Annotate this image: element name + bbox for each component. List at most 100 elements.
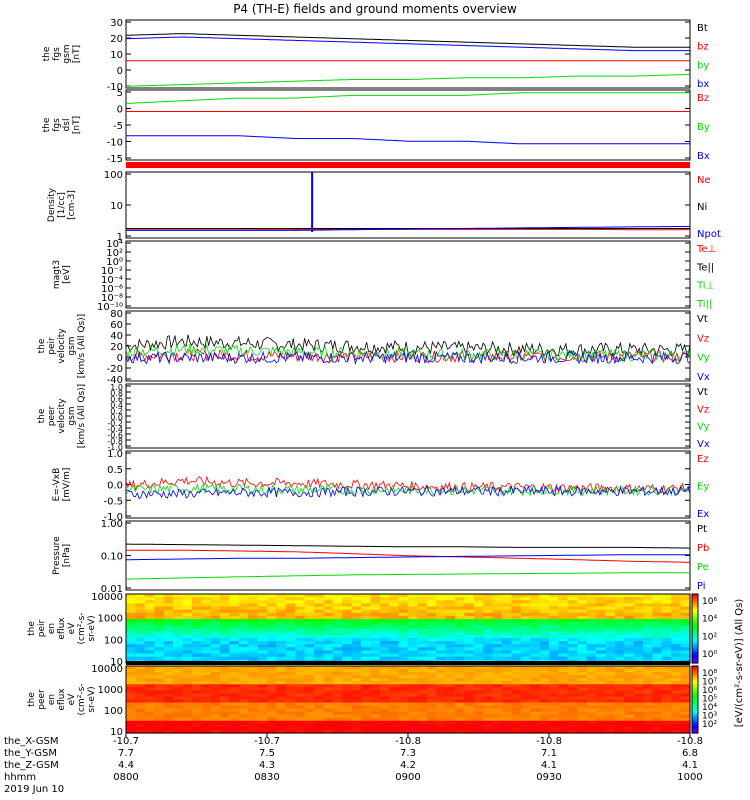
heatmap-cell: [220, 634, 230, 639]
heatmap-cell: [643, 717, 653, 722]
heatmap-cell: [342, 690, 353, 694]
heatmap-cell: [314, 600, 324, 604]
heatmap-cell: [267, 699, 277, 704]
heatmap-cell: [624, 603, 635, 608]
colorbar-tick-label: 10⁸: [702, 669, 717, 679]
heatmap-cell: [314, 603, 324, 608]
heatmap-cell: [229, 690, 240, 694]
heatmap-cell: [257, 650, 268, 655]
heatmap-cell: [577, 612, 588, 617]
heatmap-cell: [596, 612, 606, 617]
heatmap-cell: [285, 603, 296, 608]
heatmap-cell: [530, 641, 541, 645]
heatmap-cell: [220, 684, 230, 688]
heatmap-cell: [332, 678, 343, 682]
heatmap-cell: [135, 684, 146, 688]
heatmap-cell: [342, 594, 353, 598]
heatmap-cell: [577, 723, 588, 728]
heatmap-cell: [267, 600, 277, 604]
heatmap-cell: [314, 672, 324, 676]
heatmap-cell: [671, 675, 682, 679]
heatmap-cell: [257, 647, 268, 651]
heatmap-cell: [173, 628, 183, 633]
heatmap-cell: [473, 631, 484, 636]
heatmap-cell: [605, 619, 616, 623]
heatmap-cell: [445, 644, 456, 648]
heatmap-cell: [549, 699, 559, 704]
heatmap-cell: [614, 625, 625, 630]
heatmap-cell: [455, 720, 465, 725]
heatmap-cell: [549, 693, 559, 697]
heatmap-cell: [661, 730, 672, 734]
heatmap-cell: [652, 631, 663, 636]
heatmap-cell: [220, 641, 230, 645]
heatmap-cell: [483, 699, 494, 704]
heatmap-cell: [135, 717, 146, 722]
heatmap-cell: [577, 708, 588, 713]
heatmap-cell: [126, 669, 136, 673]
heatmap-cell: [586, 644, 597, 648]
y-axis-label: the: [27, 621, 37, 636]
heatmap-cell: [154, 687, 165, 691]
heatmap-cell: [464, 696, 475, 701]
heatmap-cell: [417, 684, 428, 688]
heatmap-cell: [304, 684, 315, 688]
heatmap-cell: [323, 634, 334, 639]
heatmap-cell: [549, 723, 559, 728]
colorbar-cell: [692, 600, 698, 604]
heatmap-cell: [351, 597, 362, 601]
heatmap-cell: [248, 705, 259, 710]
heatmap-cell: [135, 656, 146, 661]
heatmap-cell: [643, 690, 653, 694]
heatmap-cell: [530, 594, 541, 598]
heatmap-cell: [473, 653, 484, 658]
heatmap-cell: [643, 678, 653, 682]
heatmap-cell: [530, 684, 541, 688]
heatmap-cell: [295, 699, 306, 704]
heatmap-cell: [342, 609, 353, 614]
heatmap-cell: [502, 714, 512, 719]
heatmap-cell: [323, 717, 334, 722]
colorbar-unit-label: [eV/(cm²-s-sr-eV)] (All Qs): [734, 599, 745, 728]
x-tick-label: -10.7: [254, 736, 280, 747]
heatmap-cell: [455, 678, 465, 682]
heatmap-cell: [652, 702, 663, 707]
heatmap-cell: [549, 622, 559, 626]
heatmap-cell: [210, 714, 221, 719]
heatmap-cell: [144, 696, 155, 701]
heatmap-cell: [267, 597, 277, 601]
heatmap-cell: [624, 641, 635, 645]
heatmap-cell: [511, 625, 522, 630]
heatmap-cell: [445, 622, 456, 626]
colorbar-tick-label: 10⁵: [702, 695, 717, 705]
heatmap-cell: [144, 690, 155, 694]
colorbar-cell: [692, 682, 698, 686]
heatmap-cell: [502, 723, 512, 728]
heatmap-cell: [276, 650, 287, 655]
heatmap-cell: [680, 634, 691, 639]
heatmap-cell: [445, 717, 456, 722]
heatmap-cell: [567, 597, 578, 601]
heatmap-cell: [229, 609, 240, 614]
heatmap-cell: [643, 696, 653, 701]
heatmap-cell: [661, 711, 672, 716]
heatmap-cell: [238, 628, 249, 633]
heatmap-cell: [304, 672, 315, 676]
heatmap-cell: [229, 669, 240, 673]
heatmap-cell: [276, 693, 287, 697]
heatmap-cell: [267, 675, 277, 679]
heatmap-cell: [455, 675, 465, 679]
heatmap-cell: [567, 730, 578, 734]
heatmap-cell: [436, 666, 447, 670]
heatmap-cell: [511, 606, 522, 611]
heatmap-cell: [135, 690, 146, 694]
heatmap-cell: [295, 675, 306, 679]
heatmap-cell: [210, 609, 221, 614]
y-axis-label: (cm²-s-: [77, 612, 87, 644]
heatmap-cell: [144, 730, 155, 734]
heatmap-cell: [351, 612, 362, 617]
heatmap-cell: [173, 720, 183, 725]
heatmap-cell: [624, 687, 635, 691]
heatmap-cell: [370, 650, 381, 655]
